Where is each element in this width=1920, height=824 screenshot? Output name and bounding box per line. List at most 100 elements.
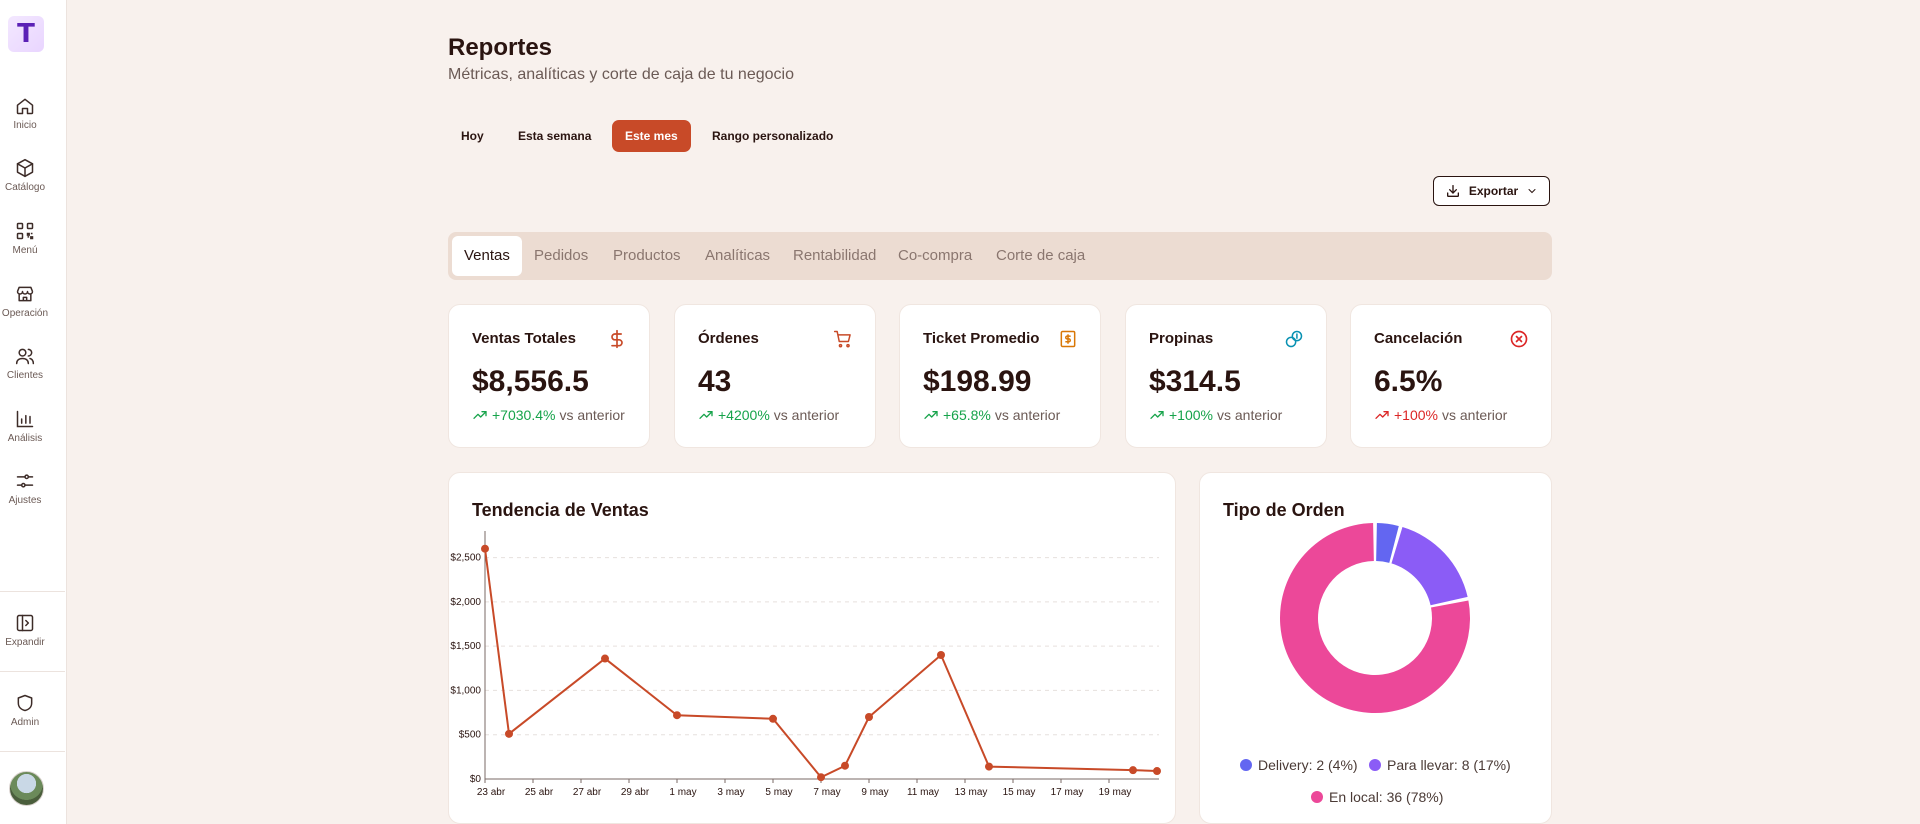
page-subtitle: Métricas, analíticas y corte de caja de … — [448, 66, 794, 83]
bar-chart-icon — [16, 410, 34, 428]
x-tick-label: 25 abr — [525, 787, 554, 798]
kpi-trend: +7030.4% vs anterior — [472, 407, 625, 423]
data-point — [817, 773, 825, 782]
kpi-value: $314.5 — [1149, 365, 1241, 398]
cart-icon — [833, 330, 851, 348]
period-custom-button[interactable]: Rango personalizado — [712, 129, 834, 143]
users-icon — [15, 348, 35, 365]
data-point — [481, 544, 489, 553]
sidebar-item-operacion[interactable]: Operación — [0, 284, 50, 319]
sidebar-divider — [0, 751, 65, 752]
x-tick-label: 3 may — [717, 787, 744, 798]
qr-code-icon — [16, 222, 34, 240]
tab-productos[interactable]: Productos — [613, 247, 681, 264]
x-tick-label: 23 abr — [477, 787, 506, 798]
trending-up-icon — [924, 411, 938, 419]
period-week-button[interactable]: Esta semana — [518, 129, 592, 143]
sidebar-item-analisis[interactable]: Análisis — [0, 409, 50, 444]
tab-rentabilidad[interactable]: Rentabilidad — [793, 247, 877, 264]
shield-icon — [17, 694, 33, 712]
sidebar-divider — [0, 591, 65, 592]
sidebar-item-label: Menú — [12, 245, 38, 256]
x-tick-label: 1 may — [669, 787, 696, 798]
legend-dot — [1369, 759, 1381, 771]
x-tick-label: 11 may — [907, 787, 939, 798]
tab-pedidos[interactable]: Pedidos — [534, 247, 589, 264]
chevron-down-icon — [1528, 189, 1536, 194]
donut-slice-delivery — [1376, 523, 1399, 563]
legend-label: En local: 36 (78%) — [1329, 789, 1444, 805]
order-type-donut — [1280, 523, 1470, 713]
x-tick-label: 17 may — [1051, 787, 1084, 798]
x-tick-label: 5 may — [765, 787, 792, 798]
dollar-icon — [611, 329, 623, 349]
y-tick-label: $2,500 — [450, 553, 481, 564]
package-icon — [16, 158, 34, 178]
sidebar-expand-button[interactable]: Expandir — [0, 613, 50, 648]
tab-ventas[interactable]: Ventas — [452, 236, 522, 276]
kpi-vs-label: vs anterior — [1441, 407, 1508, 423]
sales-trend-card: Tendencia de Ventas $0 $500 $1,000 $1,500 $2… — [448, 472, 1176, 824]
y-tick-label: $2,000 — [450, 597, 481, 608]
sidebar-item-catalogo[interactable]: Catálogo — [0, 158, 50, 193]
trending-up-icon — [699, 411, 713, 419]
kpi-change: +7030.4% — [492, 407, 556, 423]
tab-corte-de-caja[interactable]: Corte de caja — [996, 247, 1086, 264]
data-point — [769, 714, 777, 723]
sidebar-divider — [0, 671, 65, 672]
trending-up-icon — [473, 411, 487, 419]
donut-slice-para-llevar — [1391, 527, 1468, 606]
sidebar-item-label: Clientes — [6, 370, 44, 381]
data-point — [985, 762, 993, 771]
kpi-vs-label: vs anterior — [1216, 407, 1283, 423]
kpi-value: $198.99 — [923, 365, 1032, 398]
legend-dot — [1311, 791, 1323, 803]
x-tick-label: 15 may — [1003, 787, 1036, 798]
data-point — [865, 713, 873, 721]
sidebar-item-admin[interactable]: Admin — [0, 693, 50, 728]
legend-item-en-local: En local: 36 (78%) — [1311, 789, 1443, 805]
sidebar-item-label: Expandir — [5, 637, 45, 648]
data-point — [505, 729, 513, 738]
period-today-button[interactable]: Hoy — [461, 129, 484, 143]
sales-line — [484, 548, 1158, 779]
panel-expand-icon — [16, 614, 34, 632]
sidebar-item-ajustes[interactable]: Ajustes — [0, 471, 50, 506]
data-point — [1129, 766, 1137, 775]
data-point — [601, 654, 609, 663]
user-avatar[interactable] — [9, 771, 44, 806]
legend-item-delivery: Delivery: 2 (4%) — [1240, 757, 1358, 773]
sidebar: T Inicio Catálogo Menú Operación Cliente… — [0, 0, 67, 824]
report-tabs: Ventas Pedidos Productos Analíticas Rent… — [448, 232, 1552, 280]
app-logo[interactable]: T — [8, 16, 44, 52]
download-icon — [1446, 185, 1459, 197]
sidebar-item-label: Análisis — [7, 433, 43, 444]
export-button[interactable]: Exportar — [1433, 176, 1550, 206]
sidebar-item-clientes[interactable]: Clientes — [0, 346, 50, 381]
sidebar-item-label: Catálogo — [4, 182, 46, 193]
sidebar-item-menu[interactable]: Menú — [0, 221, 50, 256]
kpi-value: $8,556.5 — [472, 365, 589, 398]
sidebar-item-inicio[interactable]: Inicio — [0, 96, 50, 131]
kpi-trend: +4200% vs anterior — [698, 407, 839, 423]
x-tick-label: 27 abr — [573, 787, 602, 798]
x-tick-label: 7 may — [813, 787, 840, 798]
kpi-vs-label: vs anterior — [994, 407, 1061, 423]
kpi-change: +65.8% — [943, 407, 991, 423]
sidebar-item-label: Inicio — [13, 120, 37, 131]
kpi-change: +100% — [1169, 407, 1213, 423]
kpi-value: 6.5% — [1374, 365, 1443, 398]
legend-label: Delivery: 2 (4%) — [1258, 757, 1358, 773]
tab-analiticas[interactable]: Analíticas — [705, 247, 771, 264]
trending-up-icon — [1375, 411, 1389, 419]
period-month-button[interactable]: Este mes — [612, 120, 691, 152]
sidebar-item-label: Ajustes — [8, 495, 42, 506]
data-point — [673, 711, 681, 720]
tab-co-compra[interactable]: Co-compra — [898, 247, 973, 264]
data-point — [937, 651, 945, 659]
kpi-card-ticket-promedio: Ticket Promedio $198.99 +65.8% vs anteri… — [899, 304, 1101, 448]
donut-slice-en-local — [1280, 523, 1470, 713]
y-tick-label: $0 — [470, 774, 482, 785]
kpi-trend: +100% vs anterior — [1149, 407, 1282, 423]
kpi-card-cancelacion: Cancelación 6.5% +100% vs anterior — [1350, 304, 1552, 448]
